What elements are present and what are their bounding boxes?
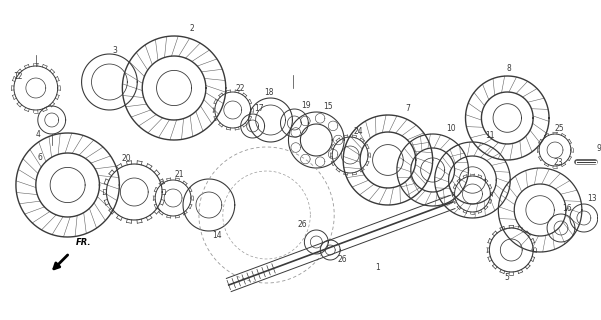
Text: 7: 7: [405, 103, 410, 113]
Text: 20: 20: [121, 154, 131, 163]
Text: 19: 19: [302, 100, 311, 109]
Text: 15: 15: [323, 101, 333, 110]
Text: 22: 22: [236, 84, 245, 92]
Text: FR.: FR.: [76, 238, 91, 247]
Text: 1: 1: [376, 262, 380, 271]
Text: 3: 3: [112, 45, 117, 54]
Text: 5: 5: [505, 274, 510, 283]
Text: 24: 24: [353, 126, 363, 135]
Text: 21: 21: [174, 170, 184, 179]
Text: 16: 16: [562, 204, 572, 212]
Text: 23: 23: [553, 157, 563, 166]
Text: 4: 4: [35, 130, 40, 139]
Text: 11: 11: [486, 131, 495, 140]
Text: 18: 18: [264, 87, 273, 97]
Text: 2: 2: [189, 23, 194, 33]
Text: 12: 12: [13, 71, 23, 81]
Text: 26: 26: [337, 255, 347, 265]
Text: 25: 25: [554, 124, 564, 132]
Text: 9: 9: [596, 143, 601, 153]
Text: 6: 6: [37, 153, 42, 162]
Text: 14: 14: [212, 230, 222, 239]
Text: 8: 8: [507, 63, 511, 73]
Text: 26: 26: [297, 220, 307, 228]
Text: 17: 17: [254, 103, 263, 113]
Text: 13: 13: [587, 194, 597, 203]
Text: 10: 10: [446, 124, 456, 132]
